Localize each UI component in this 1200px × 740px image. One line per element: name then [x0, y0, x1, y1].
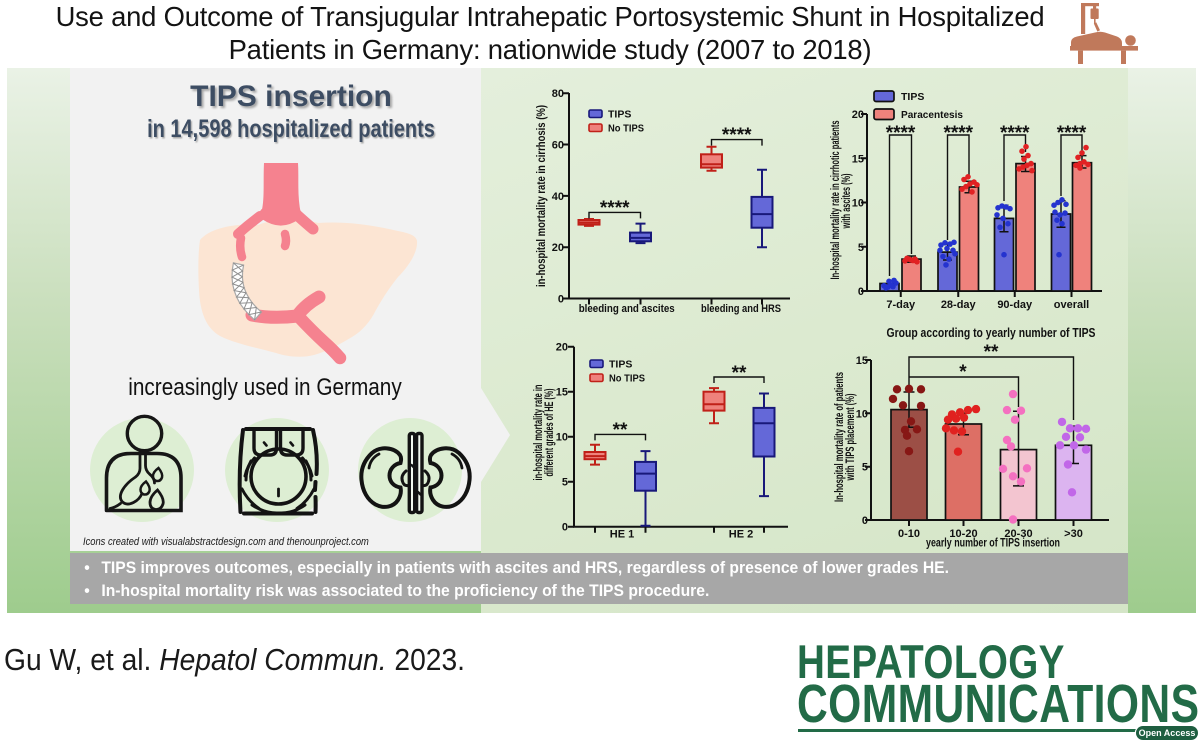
svg-text:in-hospital mortality rate in: in-hospital mortality rate in: [533, 385, 545, 481]
svg-text:10: 10: [852, 198, 864, 210]
svg-text:yearly number of TIPS insertio: yearly number of TIPS insertion: [926, 536, 1060, 550]
svg-text:**: **: [984, 342, 999, 363]
svg-text:5: 5: [562, 477, 568, 489]
svg-text:0-10: 0-10: [898, 528, 920, 540]
svg-text:bleeding and ascites: bleeding and ascites: [579, 303, 675, 315]
svg-text:5: 5: [862, 462, 868, 474]
svg-text:0: 0: [562, 522, 568, 534]
svg-text:15: 15: [556, 387, 568, 399]
svg-text:No TIPS: No TIPS: [609, 373, 645, 385]
svg-text:**: **: [732, 363, 747, 384]
svg-text:60: 60: [552, 140, 564, 152]
svg-text:****: ****: [886, 123, 916, 144]
svg-text:10: 10: [856, 408, 868, 420]
svg-text:80: 80: [552, 88, 564, 100]
svg-text:TIPS: TIPS: [609, 359, 632, 371]
svg-text:TIPS: TIPS: [608, 109, 631, 121]
svg-text:15: 15: [852, 153, 864, 165]
svg-text:****: ****: [1000, 123, 1030, 144]
svg-text:20: 20: [852, 109, 864, 121]
svg-text:40: 40: [552, 191, 564, 203]
svg-text:20-30: 20-30: [1004, 528, 1032, 540]
svg-text:0: 0: [858, 286, 864, 298]
svg-text:with ascites (%): with ascites (%): [841, 173, 853, 229]
svg-text:In-hospital mortality rate of: In-hospital mortality rate of patients: [834, 372, 846, 502]
svg-text:90-day: 90-day: [997, 299, 1033, 311]
svg-text:****: ****: [1057, 123, 1087, 144]
svg-text:TIPS: TIPS: [901, 91, 924, 103]
svg-text:*: *: [959, 362, 967, 383]
svg-text:>30: >30: [1064, 528, 1083, 540]
svg-text:No TIPS: No TIPS: [608, 123, 644, 135]
svg-text:Group according to yearly numb: Group according to yearly number of TIPS: [887, 326, 1096, 340]
svg-text:In-hospital mortality rate in: In-hospital mortality rate in cirrhotic …: [830, 121, 842, 280]
svg-text:0: 0: [558, 294, 564, 306]
svg-text:20: 20: [552, 242, 564, 254]
svg-text:Paracentesis: Paracentesis: [901, 109, 963, 121]
svg-text:in-hospital mortality rate in: in-hospital mortality rate in cirrhosis …: [536, 105, 548, 287]
svg-text:****: ****: [943, 123, 973, 144]
svg-text:10: 10: [556, 432, 568, 444]
svg-text:with TIPS placement (%): with TIPS placement (%): [845, 393, 857, 481]
svg-text:7-day: 7-day: [886, 299, 916, 311]
svg-text:****: ****: [722, 125, 752, 146]
svg-text:different grades of HE (%): different grades of HE (%): [544, 388, 556, 476]
svg-text:HE 2: HE 2: [729, 529, 753, 541]
svg-text:10-20: 10-20: [949, 528, 977, 540]
svg-text:0: 0: [862, 515, 868, 527]
svg-text:28-day: 28-day: [941, 299, 977, 311]
svg-text:20: 20: [556, 342, 568, 354]
svg-text:HE 1: HE 1: [610, 529, 634, 541]
svg-text:overall: overall: [1054, 299, 1089, 311]
svg-text:bleeding and HRS: bleeding and HRS: [701, 303, 781, 315]
svg-text:15: 15: [856, 355, 868, 367]
svg-text:5: 5: [858, 242, 864, 254]
svg-text:**: **: [613, 420, 628, 441]
svg-text:****: ****: [600, 198, 630, 219]
